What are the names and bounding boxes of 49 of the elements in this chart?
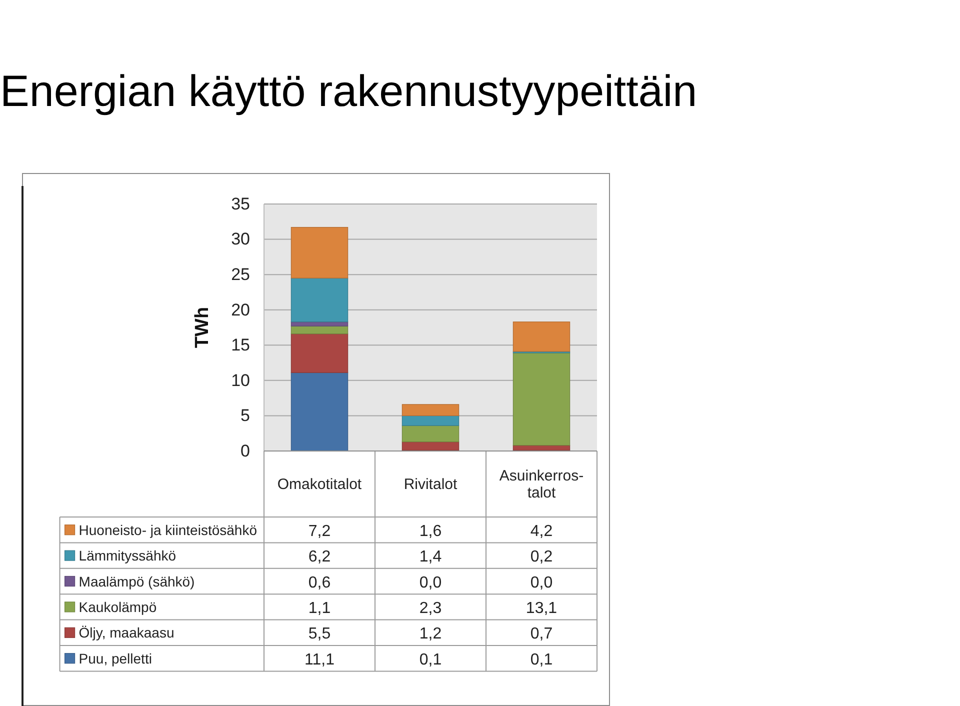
y-tick-label: 0 (240, 441, 250, 460)
bar (290, 334, 348, 373)
y-tick-label: 35 (231, 194, 250, 214)
data-label: 1,1 (308, 600, 331, 617)
data-label: 0,0 (419, 574, 442, 592)
data-label: 1,2 (419, 626, 442, 643)
data-label: 4,2 (530, 522, 553, 540)
data-label: 2,3 (419, 600, 442, 617)
bar (512, 322, 570, 352)
data-label: 0,7 (530, 626, 553, 643)
data-label: 0,1 (419, 651, 442, 668)
data-label: 6,2 (308, 548, 331, 566)
bar (512, 352, 570, 446)
bar (290, 322, 348, 326)
bar (290, 278, 348, 322)
x-tick-label: Asuinkerros-talot (499, 468, 584, 502)
data-label: 0,2 (530, 548, 553, 566)
data-label: 0,1 (530, 651, 553, 668)
y-tick-label: 15 (231, 336, 250, 355)
bar (290, 372, 348, 452)
data-label: 1,4 (419, 548, 442, 566)
legend-label: Öljy, maakaasu (78, 624, 174, 641)
bar (402, 404, 460, 416)
legend-label: Puu, pelletti (78, 650, 152, 666)
y-tick-label: 30 (231, 230, 250, 249)
y-tick-label: 5 (240, 406, 250, 426)
bar (402, 415, 460, 426)
x-tick-label: Omakotitalot (277, 476, 362, 493)
data-label: 13,1 (526, 600, 558, 617)
x-tick-label: Rivitalot (404, 476, 458, 493)
legend-label: Huoneisto- ja kiinteistösähkö (78, 522, 258, 538)
data-label: 7,2 (308, 522, 331, 540)
bar (402, 425, 460, 442)
chart-title: Energian käyttö rakennustyypeittäin (0, 67, 698, 116)
data-label: 5,5 (308, 626, 331, 643)
bar (512, 445, 570, 451)
legend-label: Maalämpö (sähkö) (78, 573, 195, 590)
y-tick-label: 20 (231, 300, 250, 320)
data-label: 1,6 (419, 522, 442, 540)
y-axis-title: TWh (192, 306, 213, 348)
y-tick-label: 10 (231, 370, 250, 390)
y-tick-label: 25 (231, 265, 250, 284)
data-label: 11,1 (304, 651, 335, 668)
data-label: 0,0 (530, 574, 553, 592)
bar (402, 442, 460, 451)
bar (290, 226, 348, 278)
legend-label: Kaukolämpö (78, 598, 157, 615)
data-label: 0,6 (308, 574, 331, 592)
legend-label: Lämmityssähkö (78, 548, 176, 564)
